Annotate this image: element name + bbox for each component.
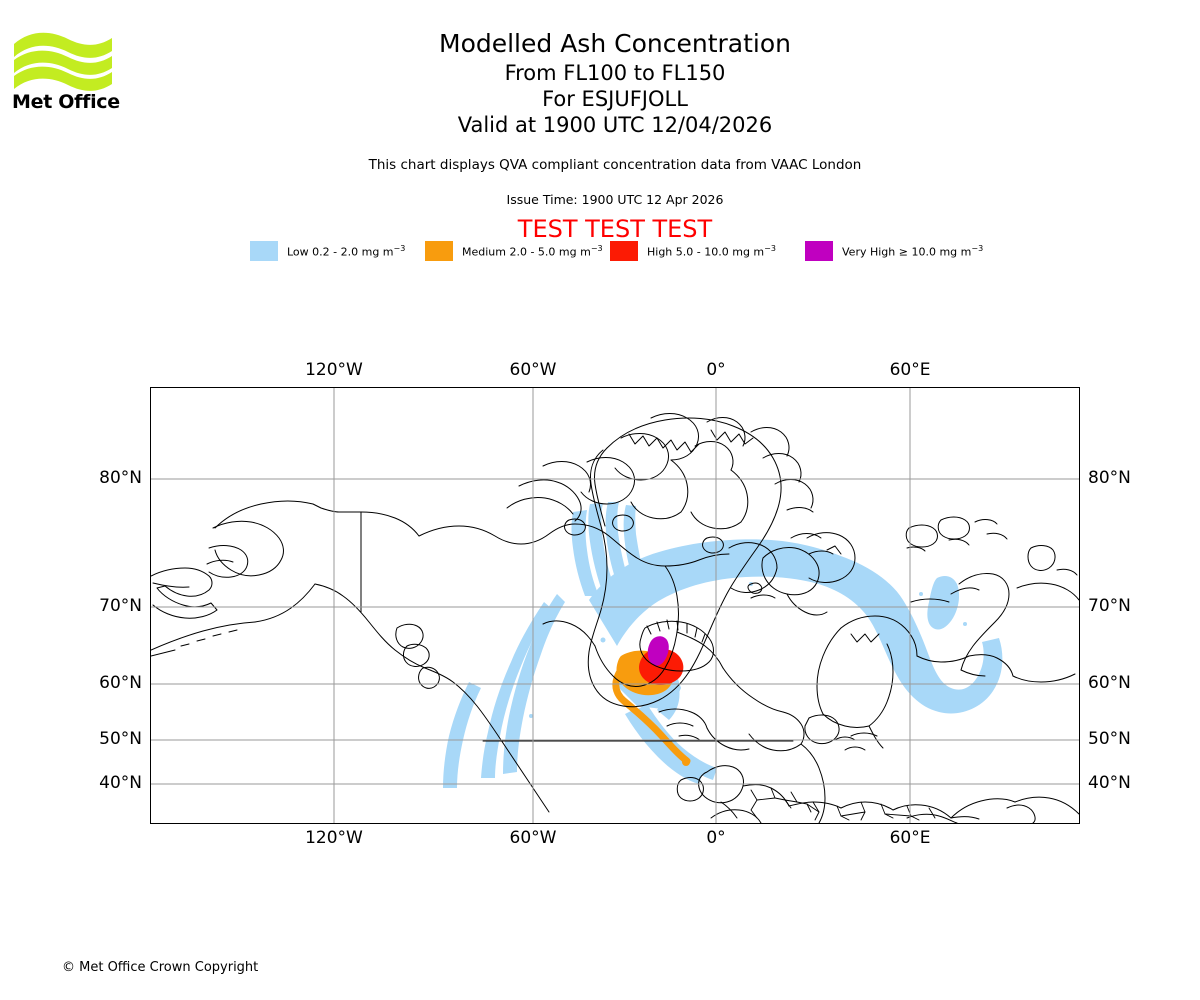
title-flight-levels: From FL100 to FL150 bbox=[504, 61, 726, 85]
coastlines bbox=[151, 413, 1079, 823]
wave-logo-icon bbox=[14, 32, 112, 91]
y-tick-right-0: 80°N bbox=[1088, 468, 1131, 488]
map-canvas bbox=[151, 388, 1079, 823]
qva-note: This chart displays QVA compliant concen… bbox=[368, 157, 862, 173]
x-tick-bottom-1: 60°W bbox=[509, 828, 557, 848]
legend-label-medium: Medium 2.0 - 5.0 mg m−3 bbox=[462, 243, 603, 259]
x-tick-top-3: 60°E bbox=[889, 360, 931, 380]
title-block: Modelled Ash Concentration From FL100 to… bbox=[150, 28, 1080, 138]
y-tick-right-4: 40°N bbox=[1088, 773, 1131, 793]
legend-label-high: High 5.0 - 10.0 mg m−3 bbox=[647, 243, 776, 259]
concentration-legend: Low 0.2 - 2.0 mg m−3 Medium 2.0 - 5.0 mg … bbox=[250, 241, 1010, 261]
x-tick-top-1: 60°W bbox=[509, 360, 557, 380]
legend-item-medium: Medium 2.0 - 5.0 mg m−3 bbox=[425, 241, 603, 261]
legend-swatch-low bbox=[250, 241, 278, 261]
legend-swatch-medium bbox=[425, 241, 453, 261]
page-title: Modelled Ash Concentration bbox=[439, 29, 791, 58]
y-tick-left-2: 60°N bbox=[99, 673, 142, 693]
test-banner: TEST TEST TEST bbox=[517, 215, 713, 243]
y-tick-right-2: 60°N bbox=[1088, 673, 1131, 693]
met-office-wordmark: Met Office bbox=[12, 91, 120, 113]
y-tick-left-3: 50°N bbox=[99, 729, 142, 749]
ash-concentration-map[interactable] bbox=[150, 387, 1080, 824]
legend-item-high: High 5.0 - 10.0 mg m−3 bbox=[610, 241, 776, 261]
x-tick-top-0: 120°W bbox=[305, 360, 363, 380]
legend-swatch-very-high bbox=[805, 241, 833, 261]
issue-time: Issue Time: 1900 UTC 12 Apr 2026 bbox=[506, 192, 724, 207]
y-tick-right-1: 70°N bbox=[1088, 596, 1131, 616]
y-tick-left-4: 40°N bbox=[99, 773, 142, 793]
ash-very-high-band bbox=[647, 636, 669, 666]
x-tick-bottom-2: 0° bbox=[706, 828, 726, 848]
legend-label-low: Low 0.2 - 2.0 mg m−3 bbox=[287, 243, 406, 259]
y-tick-right-3: 50°N bbox=[1088, 729, 1131, 749]
met-office-logo bbox=[12, 26, 122, 116]
title-volcano: For ESJUFJOLL bbox=[542, 87, 688, 111]
x-tick-top-2: 0° bbox=[706, 360, 726, 380]
legend-label-very-high: Very High ≥ 10.0 mg m−3 bbox=[842, 243, 984, 259]
title-valid-time: Valid at 1900 UTC 12/04/2026 bbox=[457, 113, 773, 137]
legend-item-low: Low 0.2 - 2.0 mg m−3 bbox=[250, 241, 405, 261]
y-tick-left-0: 80°N bbox=[99, 468, 142, 488]
copyright-notice: © Met Office Crown Copyright bbox=[62, 960, 259, 975]
x-tick-bottom-3: 60°E bbox=[889, 828, 931, 848]
legend-item-very-high: Very High ≥ 10.0 mg m−3 bbox=[805, 241, 983, 261]
map-gridlines bbox=[151, 388, 1079, 823]
legend-swatch-high bbox=[610, 241, 638, 261]
y-tick-left-1: 70°N bbox=[99, 596, 142, 616]
x-tick-bottom-0: 120°W bbox=[305, 828, 363, 848]
